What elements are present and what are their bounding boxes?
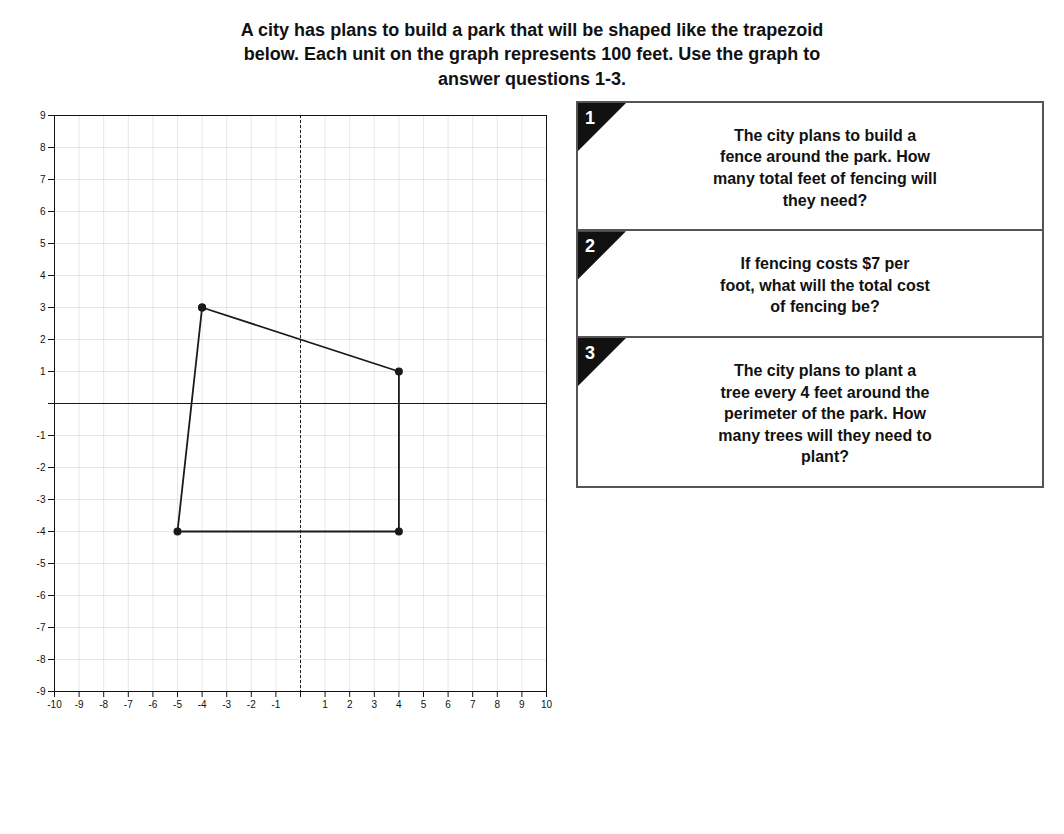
- svg-text:-4: -4: [198, 698, 207, 709]
- svg-text:-9: -9: [37, 686, 46, 697]
- svg-text:7: 7: [470, 698, 476, 709]
- svg-text:7: 7: [40, 174, 46, 185]
- svg-text:8: 8: [40, 142, 46, 153]
- svg-text:-5: -5: [37, 558, 46, 569]
- svg-text:-8: -8: [37, 654, 46, 665]
- svg-text:9: 9: [519, 698, 525, 709]
- svg-text:-3: -3: [37, 494, 46, 505]
- svg-text:9: 9: [40, 110, 46, 121]
- svg-text:10: 10: [541, 698, 553, 709]
- svg-text:8: 8: [495, 698, 501, 709]
- svg-text:6: 6: [40, 206, 46, 217]
- svg-text:-10: -10: [47, 698, 62, 709]
- svg-text:-1: -1: [271, 698, 280, 709]
- svg-text:-1: -1: [37, 430, 46, 441]
- svg-text:-3: -3: [222, 698, 231, 709]
- html-text:The city plans to plant a tree: The city plans to plant a tree every 4 f…: [718, 362, 932, 466]
- svg-text:-7: -7: [124, 698, 133, 709]
- svg-text:-8: -8: [99, 698, 108, 709]
- html-text:The city plans to build a fenc: The city plans to build a fence around t…: [713, 126, 937, 209]
- svg-text:5: 5: [421, 698, 427, 709]
- html-text:If fencing costs $7 per foot,: If fencing costs $7 per foot, what will …: [720, 255, 930, 316]
- svg-text:4: 4: [396, 698, 402, 709]
- svg-text:-4: -4: [37, 526, 46, 537]
- svg-text:6: 6: [445, 698, 451, 709]
- svg-text:-2: -2: [37, 462, 46, 473]
- svg-text:2: 2: [40, 334, 46, 345]
- svg-text:4: 4: [40, 270, 46, 281]
- svg-text:3: 3: [372, 698, 378, 709]
- svg-text:-6: -6: [148, 698, 157, 709]
- html-text:3: 3: [585, 343, 595, 363]
- svg-text:1: 1: [322, 698, 328, 709]
- svg-text:5: 5: [40, 238, 46, 249]
- svg-text:-2: -2: [247, 698, 256, 709]
- svg-text:2: 2: [347, 698, 353, 709]
- svg-text:-7: -7: [37, 622, 46, 633]
- svg-text:1: 1: [40, 366, 46, 377]
- html-text:A city has plans to build a pa: A city has plans to build a park that wi…: [240, 20, 824, 89]
- svg-text:-5: -5: [173, 698, 182, 709]
- html-text:2: 2: [585, 236, 595, 257]
- svg-text:-9: -9: [75, 698, 84, 709]
- html-text:1: 1: [585, 107, 595, 128]
- svg-text:-6: -6: [37, 590, 46, 601]
- svg-text:3: 3: [40, 302, 46, 313]
